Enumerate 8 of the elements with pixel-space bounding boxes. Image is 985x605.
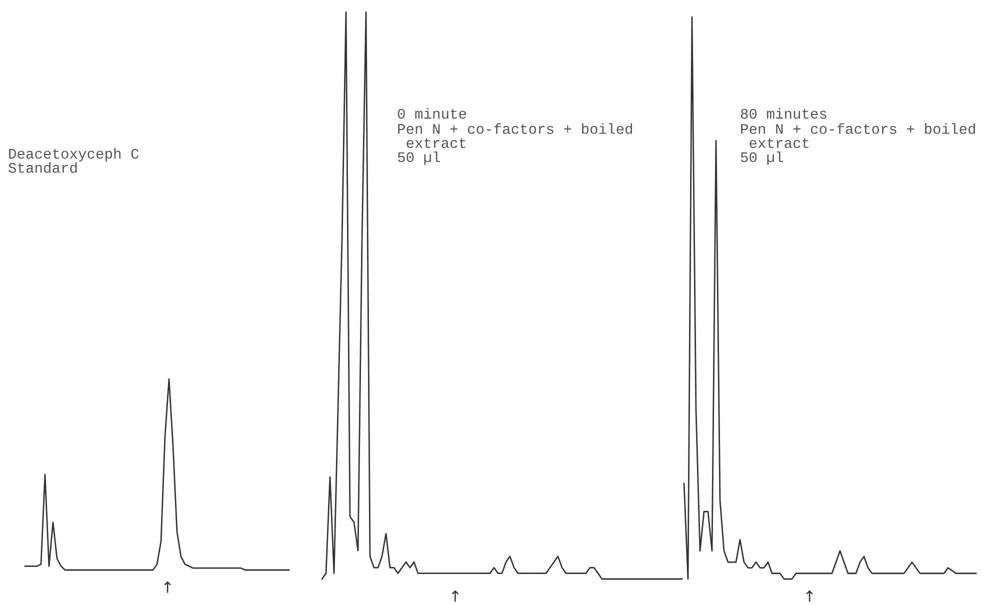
text: Pen N + co-factors + boiled extract 50 µl bbox=[398, 123, 632, 165]
text: 0 minute bbox=[398, 108, 466, 119]
text: ↑ bbox=[452, 590, 458, 602]
text: ↑ bbox=[806, 590, 813, 602]
text: ↑ bbox=[164, 582, 171, 593]
chart-title: Deacetoxyceph C Standard bbox=[8, 148, 139, 173]
text: 80 minutes bbox=[740, 108, 826, 119]
text: Pen N + co-factors + boiled extract 50 µl bbox=[740, 123, 976, 165]
